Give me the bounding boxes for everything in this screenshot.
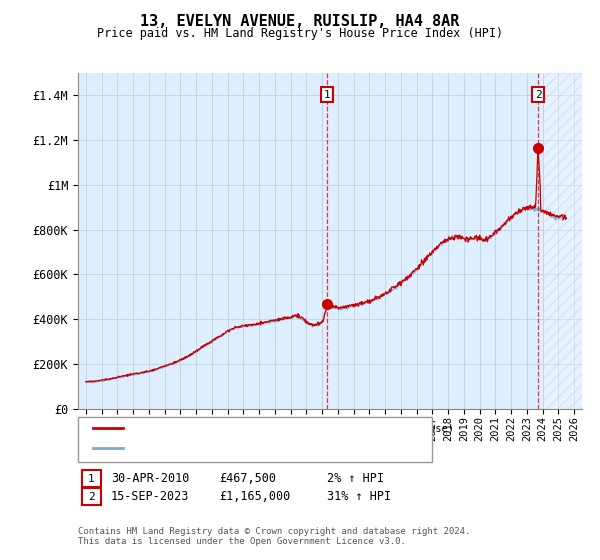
Text: 2% ↑ HPI: 2% ↑ HPI — [327, 472, 384, 486]
Text: Contains HM Land Registry data © Crown copyright and database right 2024.
This d: Contains HM Land Registry data © Crown c… — [78, 526, 470, 546]
Text: 30-APR-2010: 30-APR-2010 — [111, 472, 190, 486]
Text: 13, EVELYN AVENUE, RUISLIP, HA4 8AR: 13, EVELYN AVENUE, RUISLIP, HA4 8AR — [140, 14, 460, 29]
Bar — [542, 73, 582, 409]
Text: £1,165,000: £1,165,000 — [219, 490, 290, 503]
Text: 13, EVELYN AVENUE, RUISLIP, HA4 8AR (detached house): 13, EVELYN AVENUE, RUISLIP, HA4 8AR (det… — [129, 423, 454, 433]
Text: Price paid vs. HM Land Registry's House Price Index (HPI): Price paid vs. HM Land Registry's House … — [97, 27, 503, 40]
Text: 2: 2 — [88, 492, 95, 502]
Text: 31% ↑ HPI: 31% ↑ HPI — [327, 490, 391, 503]
Text: HPI: Average price, detached house, Hillingdon: HPI: Average price, detached house, Hill… — [129, 443, 416, 453]
Text: 1: 1 — [324, 90, 331, 100]
Text: 2: 2 — [535, 90, 541, 100]
Text: £467,500: £467,500 — [219, 472, 276, 486]
Text: 1: 1 — [88, 474, 95, 484]
Text: 15-SEP-2023: 15-SEP-2023 — [111, 490, 190, 503]
